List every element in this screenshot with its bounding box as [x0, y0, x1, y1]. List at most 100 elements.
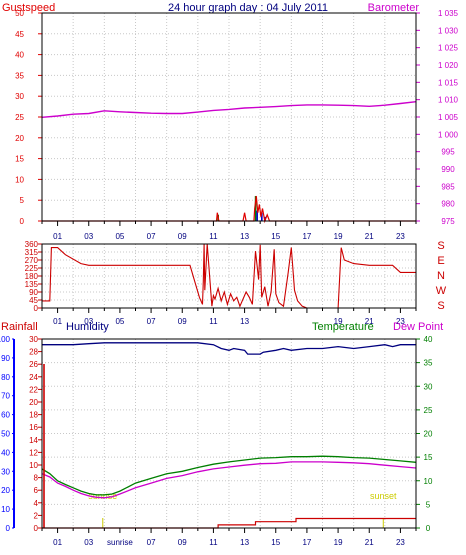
gustspeed-axis: 0 5 10 15 20 25 30 35 40 45 50: [15, 9, 42, 226]
y-tick-label: 30: [424, 382, 433, 391]
x-tick-label: 21: [365, 232, 374, 241]
y-tick-label: 6: [34, 486, 39, 495]
y-tick-label: 70: [1, 392, 10, 401]
y-tick-label: 15: [424, 453, 433, 462]
y-tick-label: 28: [29, 348, 38, 357]
y-tick-label: 1 015: [438, 78, 459, 87]
panel3-grid: [42, 339, 416, 528]
x-tick-label: 19: [334, 232, 343, 241]
sunrise-label: sunrise: [88, 491, 117, 501]
y-tick-label: 270: [25, 256, 39, 265]
y-tick-label: 10: [15, 175, 24, 184]
y-tick-label: 40: [1, 448, 10, 457]
x-tick-label: 05: [115, 317, 124, 326]
y-tick-label: 1 005: [438, 113, 459, 122]
compass-label: S: [437, 240, 444, 252]
rain-rate-bar: [261, 212, 263, 221]
y-tick-label: 20: [424, 430, 433, 439]
panel1-x-axis: 01 03 05 07 09 11 13 15 17 19 21 23: [41, 221, 417, 241]
y-tick-label: 30: [15, 92, 24, 101]
y-tick-label: 985: [441, 182, 455, 191]
x-tick-label: 07: [147, 232, 156, 241]
barometer-axis: 975 980 985 990 995 1 000 1 005 1 010 1 015 1 020…: [416, 9, 459, 226]
y-tick-label: 20: [1, 486, 10, 495]
y-tick-label: 975: [441, 217, 455, 226]
x-tick-label: 19: [334, 317, 343, 326]
humidity-line: [42, 342, 416, 355]
temperature-line: [41, 455, 417, 496]
y-tick-label: 45: [15, 30, 24, 39]
x-tick-label: 09: [178, 317, 187, 326]
x-tick-label: 09: [178, 538, 187, 547]
y-tick-label: 20: [15, 134, 24, 143]
y-tick-label: 1 000: [438, 130, 459, 139]
compass-label: W: [436, 285, 447, 297]
y-tick-label: 10: [1, 505, 10, 514]
y-tick-label: 24: [29, 373, 38, 382]
sunrise-hour-label: sunrise: [107, 538, 133, 547]
y-tick-label: 15: [15, 155, 24, 164]
y-tick-label: 60: [1, 411, 10, 420]
y-tick-label: 26: [29, 360, 38, 369]
y-tick-label: 10: [29, 461, 38, 470]
humidity-label: Humidity: [66, 321, 109, 333]
y-tick-label: 25: [15, 113, 24, 122]
y-tick-label: 30: [1, 467, 10, 476]
y-tick-label: 22: [29, 385, 38, 394]
y-tick-label: 980: [441, 200, 455, 209]
rain-rate-bar: [256, 210, 258, 221]
compass-label: N: [437, 270, 445, 282]
y-tick-label: 1 035: [438, 9, 459, 18]
y-tick-label: 1 025: [438, 44, 459, 53]
y-tick-label: 135: [25, 280, 39, 289]
x-tick-label: 11: [209, 317, 218, 326]
barometer-label: Barometer: [368, 2, 420, 14]
x-tick-label: 17: [302, 232, 311, 241]
x-tick-label: 11: [209, 232, 218, 241]
x-tick-label: 15: [271, 232, 280, 241]
y-tick-label: 315: [25, 248, 39, 257]
y-tick-label: 4: [34, 499, 39, 508]
compass-label: S: [437, 300, 444, 312]
x-tick-label: 09: [178, 232, 187, 241]
y-tick-label: 18: [29, 411, 38, 420]
x-tick-label: 13: [240, 317, 249, 326]
y-tick-label: 8: [34, 474, 39, 483]
y-tick-label: 225: [25, 264, 39, 273]
compass-label: E: [437, 255, 444, 267]
panel3-x-axis: 01 03 07 09 11 13 15 17 19 21 23 sunrise: [41, 528, 417, 547]
y-tick-label: 0: [34, 524, 39, 533]
y-tick-label: 5: [426, 500, 431, 509]
x-tick-label: 11: [209, 538, 218, 547]
y-tick-label: 1 010: [438, 96, 459, 105]
y-tick-label: 0: [20, 217, 25, 226]
y-tick-label: 100: [0, 335, 11, 344]
y-tick-label: 80: [1, 373, 10, 382]
y-tick-label: 16: [29, 423, 38, 432]
rainfall-label: Rainfall: [1, 321, 38, 333]
y-tick-label: 1 030: [438, 26, 459, 35]
y-tick-label: 2: [34, 511, 39, 520]
humidity-axis: 0 10 20 30 40 50 60 70 80 90 100: [0, 335, 15, 533]
x-tick-label: 19: [334, 538, 343, 547]
x-tick-label: 07: [147, 538, 156, 547]
x-tick-label: 03: [84, 232, 93, 241]
y-tick-label: 30: [29, 335, 38, 344]
y-tick-label: 14: [29, 436, 38, 445]
y-tick-label: 90: [1, 354, 10, 363]
y-tick-label: 25: [424, 406, 433, 415]
temperature-label: Temperature: [312, 321, 374, 333]
y-tick-label: 0: [426, 524, 431, 533]
y-tick-label: 0: [6, 524, 11, 533]
x-tick-label: 15: [271, 538, 280, 547]
y-tick-label: 45: [29, 296, 38, 305]
y-tick-label: 10: [424, 477, 433, 486]
dewpoint-label: Dew Point: [393, 321, 443, 333]
barometer-line: [41, 101, 417, 118]
x-tick-label: 03: [84, 538, 93, 547]
y-tick-label: 0: [34, 304, 39, 313]
